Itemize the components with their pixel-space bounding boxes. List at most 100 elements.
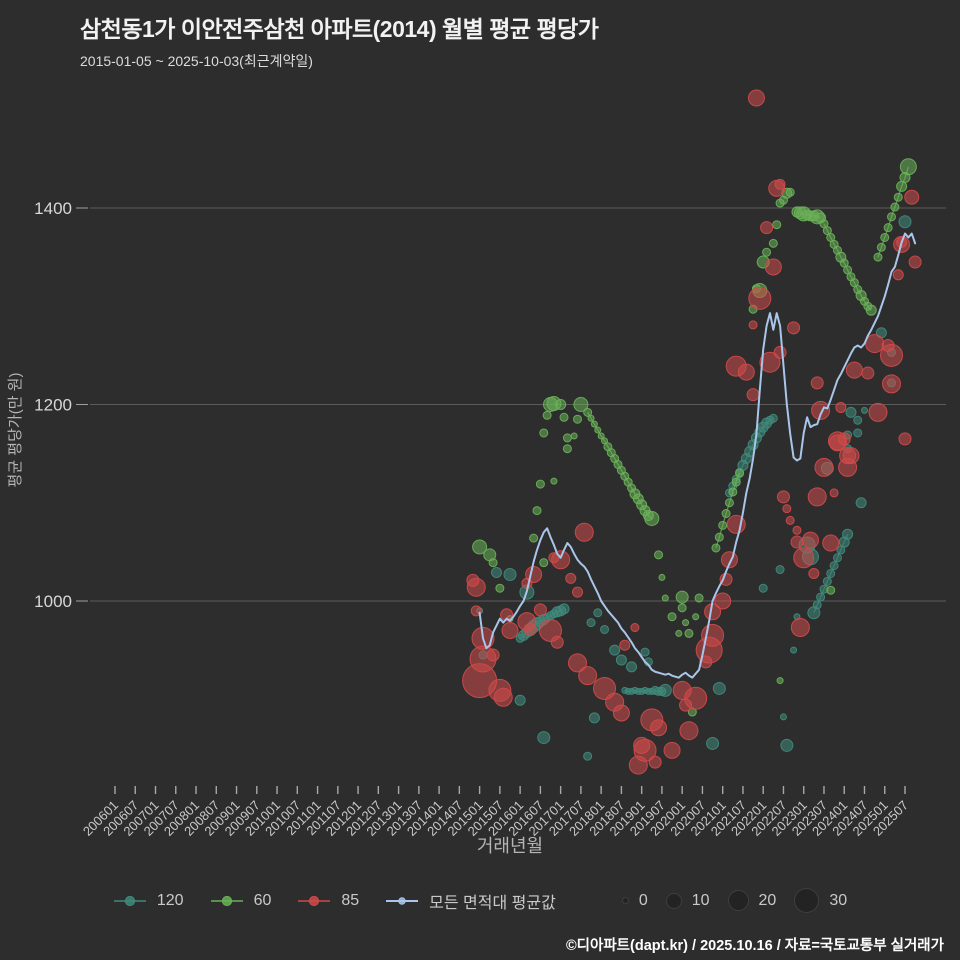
data-point: [865, 334, 885, 354]
data-point: [892, 269, 904, 281]
data-point: [661, 594, 669, 602]
data-point: [812, 600, 822, 610]
data-point: [529, 533, 539, 543]
data-point: [551, 550, 571, 570]
size-item-10: 10: [665, 891, 710, 910]
chart-header: 삼천동1가 이안전주삼천 아파트(2014) 월별 평균 평당가 2015-01…: [80, 10, 599, 71]
y-axis-title: 평균 평당가(만 원): [7, 373, 24, 488]
data-point: [694, 593, 704, 603]
y-tick-label: 1200: [34, 396, 72, 415]
chart-legend: 120 60 85 모든 면적대 평균값 0 10 20 30: [0, 888, 960, 913]
data-point: [792, 525, 802, 535]
data-point: [724, 498, 734, 508]
data-point: [898, 215, 912, 229]
data-point: [712, 681, 726, 695]
data-point: [721, 509, 731, 519]
size-dot-10-icon: [665, 892, 682, 909]
data-point: [845, 361, 863, 379]
data-point: [898, 432, 912, 446]
data-point: [535, 479, 545, 489]
data-point: [780, 738, 794, 752]
size-label-10: 10: [691, 891, 710, 909]
data-point: [542, 410, 552, 420]
data-point: [578, 666, 598, 686]
data-point: [881, 374, 901, 394]
data-point: [706, 736, 720, 750]
legend-label-85: 85: [341, 891, 360, 909]
data-point: [876, 242, 886, 252]
data-point: [883, 223, 893, 233]
data-point: [829, 488, 839, 498]
legend-label-average: 모든 면적대 평균값: [429, 894, 556, 912]
data-point: [832, 553, 842, 563]
data-point: [714, 592, 732, 610]
data-point: [658, 683, 672, 697]
data-point: [760, 221, 774, 235]
data-point: [654, 550, 664, 560]
data-point: [790, 618, 810, 638]
size-dot-30-icon: [794, 888, 820, 913]
data-point: [842, 528, 854, 540]
data-point: [587, 414, 595, 422]
data-point: [860, 406, 868, 414]
data-point: [588, 712, 600, 724]
size-label-20: 20: [758, 891, 777, 909]
footer-credit: ©디아파트(dapt.kr) / 2025.10.16 / 자료=국토교통부 실…: [565, 938, 944, 954]
data-point: [785, 187, 795, 197]
data-point: [573, 397, 589, 412]
series-85-swatch-icon: [298, 895, 331, 906]
data-point: [600, 624, 610, 634]
data-point: [768, 238, 778, 248]
data-point: [572, 586, 584, 598]
legend-item-85[interactable]: 85: [297, 892, 359, 910]
data-point: [873, 252, 883, 262]
data-point: [619, 639, 631, 651]
data-point: [775, 565, 785, 575]
size-label-0: 0: [638, 891, 648, 909]
data-point: [612, 704, 630, 722]
data-point: [810, 376, 824, 390]
data-point: [533, 603, 547, 617]
data-point: [667, 612, 677, 622]
data-point: [562, 433, 572, 443]
data-point: [630, 623, 640, 633]
data-point: [886, 212, 896, 222]
data-point: [501, 621, 519, 639]
data-point: [684, 628, 694, 638]
data-point: [692, 613, 700, 621]
series-120-swatch-icon: [113, 895, 146, 906]
data-point: [768, 413, 778, 423]
data-point: [814, 457, 834, 477]
data-point: [879, 343, 903, 367]
legend-item-60[interactable]: 60: [210, 892, 271, 910]
legend-item-120[interactable]: 120: [113, 892, 184, 910]
data-point: [550, 635, 564, 649]
data-point: [904, 189, 920, 205]
data-point: [747, 89, 765, 107]
data-point: [565, 572, 577, 584]
data-point: [731, 477, 741, 487]
legend-item-average[interactable]: 모든 면적대 평균값: [385, 889, 556, 913]
data-point: [853, 428, 863, 438]
data-point: [525, 565, 543, 583]
size-dot-0-icon: [621, 897, 629, 904]
data-point: [682, 619, 690, 627]
data-point: [759, 351, 781, 373]
size-label-30: 30: [829, 891, 848, 909]
page-subtitle: 2015-01-05 ~ 2025-10-03(최근계약일): [80, 53, 313, 69]
data-point: [532, 506, 542, 516]
data-point: [868, 402, 888, 422]
data-point: [835, 401, 847, 413]
data-point: [488, 558, 498, 568]
data-point: [899, 158, 917, 176]
data-point: [853, 415, 863, 425]
data-point: [808, 567, 820, 579]
data-point: [640, 647, 650, 657]
data-point: [684, 686, 708, 710]
data-point: [539, 558, 549, 568]
data-point: [539, 428, 549, 438]
data-point: [675, 629, 683, 637]
data-point: [663, 741, 681, 759]
series-60: [472, 158, 917, 717]
data-point: [714, 532, 724, 542]
